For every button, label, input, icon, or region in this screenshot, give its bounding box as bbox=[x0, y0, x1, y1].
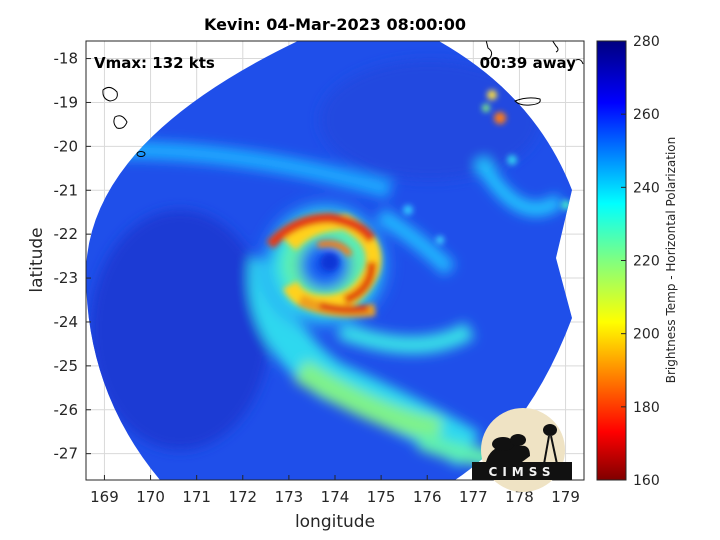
y-axis-ticks: -18 -19 -20 -21 -22 -23 -24 -25 -26 -27 bbox=[54, 50, 91, 463]
x-axis-ticks: 169 170 171 172 173 174 175 176 177 178 179 bbox=[90, 475, 580, 506]
y-tick-label: -23 bbox=[54, 269, 79, 287]
cimss-logo-text: CIMSS bbox=[489, 465, 556, 479]
y-tick-label: -27 bbox=[54, 445, 79, 463]
x-tick-label: 174 bbox=[321, 488, 350, 506]
y-tick-label: -26 bbox=[54, 401, 79, 419]
x-tick-label: 175 bbox=[367, 488, 396, 506]
colorbar-tick-label: 180 bbox=[633, 400, 660, 416]
x-tick-label: 172 bbox=[228, 488, 257, 506]
y-axis-label: latitude bbox=[27, 227, 47, 292]
y-tick-label: -18 bbox=[54, 50, 79, 68]
cimss-logo: CIMSS bbox=[472, 408, 572, 492]
coastlines bbox=[102, 41, 584, 157]
y-tick-label: -25 bbox=[54, 357, 79, 375]
x-tick-label: 179 bbox=[551, 488, 580, 506]
colorbar-tick-label: 160 bbox=[633, 473, 660, 489]
colorbar-tick-label: 280 bbox=[633, 34, 660, 50]
colorbar-tick-label: 240 bbox=[633, 180, 660, 196]
x-tick-label: 177 bbox=[459, 488, 488, 506]
y-tick-label: -20 bbox=[54, 137, 79, 155]
colorbar-ticks: 160 180 200 220 240 260 280 bbox=[621, 34, 660, 489]
colorbar-tick-label: 260 bbox=[633, 107, 660, 123]
y-tick-label: -19 bbox=[54, 93, 79, 111]
vmax-annotation: Vmax: 132 kts bbox=[94, 54, 215, 72]
colorbar: 160 180 200 220 240 260 280 Brightness Temp - … bbox=[596, 34, 678, 489]
x-tick-label: 173 bbox=[275, 488, 304, 506]
x-tick-label: 169 bbox=[90, 488, 119, 506]
time-away-annotation: 00:39 away bbox=[480, 54, 577, 72]
x-axis-label: longitude bbox=[295, 512, 375, 532]
x-tick-label: 176 bbox=[413, 488, 442, 506]
y-tick-label: -21 bbox=[54, 181, 79, 199]
y-tick-label: -24 bbox=[54, 313, 79, 331]
x-tick-label: 178 bbox=[505, 488, 534, 506]
y-tick-label: -22 bbox=[54, 225, 79, 243]
colorbar-tick-label: 220 bbox=[633, 254, 660, 270]
chart-title: Kevin: 04-Mar-2023 08:00:00 bbox=[204, 15, 466, 34]
x-tick-label: 171 bbox=[182, 488, 211, 506]
colorbar-tick-label: 200 bbox=[633, 327, 660, 343]
x-tick-label: 170 bbox=[136, 488, 165, 506]
colorbar-label: Brightness Temp - Horizontal Polarizatio… bbox=[664, 137, 678, 384]
